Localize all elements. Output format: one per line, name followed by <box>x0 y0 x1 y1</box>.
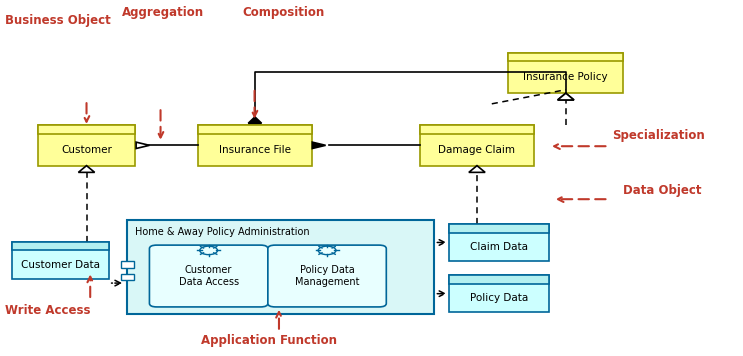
Text: Damage Claim: Damage Claim <box>438 145 516 155</box>
Polygon shape <box>312 142 325 148</box>
Polygon shape <box>136 142 149 148</box>
FancyBboxPatch shape <box>13 242 108 279</box>
FancyBboxPatch shape <box>450 224 549 261</box>
Text: Policy Data: Policy Data <box>470 293 528 303</box>
FancyBboxPatch shape <box>450 224 549 233</box>
FancyBboxPatch shape <box>13 242 108 250</box>
Text: Insurance Policy: Insurance Policy <box>524 72 608 82</box>
FancyBboxPatch shape <box>268 245 386 307</box>
Text: Aggregation: Aggregation <box>122 5 204 19</box>
Polygon shape <box>469 166 485 172</box>
FancyBboxPatch shape <box>508 53 623 62</box>
FancyBboxPatch shape <box>508 53 623 93</box>
Text: Home & Away Policy Administration: Home & Away Policy Administration <box>134 227 309 237</box>
FancyBboxPatch shape <box>450 275 549 284</box>
Text: Policy Data
Management: Policy Data Management <box>295 265 360 287</box>
FancyBboxPatch shape <box>420 125 534 166</box>
FancyBboxPatch shape <box>39 125 134 166</box>
Polygon shape <box>248 117 262 123</box>
Text: Customer
Data Access: Customer Data Access <box>178 265 239 287</box>
Text: Customer: Customer <box>61 145 112 155</box>
FancyBboxPatch shape <box>39 125 134 134</box>
Text: Data Object: Data Object <box>623 184 701 197</box>
Text: Composition: Composition <box>242 5 324 19</box>
Polygon shape <box>558 93 574 100</box>
Text: Customer Data: Customer Data <box>21 260 100 269</box>
Text: Application Function: Application Function <box>201 334 337 347</box>
FancyBboxPatch shape <box>450 275 549 312</box>
FancyBboxPatch shape <box>198 125 312 134</box>
Text: Business Object: Business Object <box>5 14 111 27</box>
FancyBboxPatch shape <box>198 125 312 166</box>
Bar <box>120 261 134 268</box>
Text: Specialization: Specialization <box>612 129 705 142</box>
Text: Claim Data: Claim Data <box>470 242 528 252</box>
FancyBboxPatch shape <box>127 220 435 314</box>
FancyBboxPatch shape <box>149 245 268 307</box>
Text: Insurance File: Insurance File <box>219 145 291 155</box>
Polygon shape <box>78 166 94 172</box>
FancyBboxPatch shape <box>420 125 534 134</box>
Bar <box>120 274 134 280</box>
Text: Write Access: Write Access <box>5 304 91 317</box>
Polygon shape <box>558 93 574 100</box>
